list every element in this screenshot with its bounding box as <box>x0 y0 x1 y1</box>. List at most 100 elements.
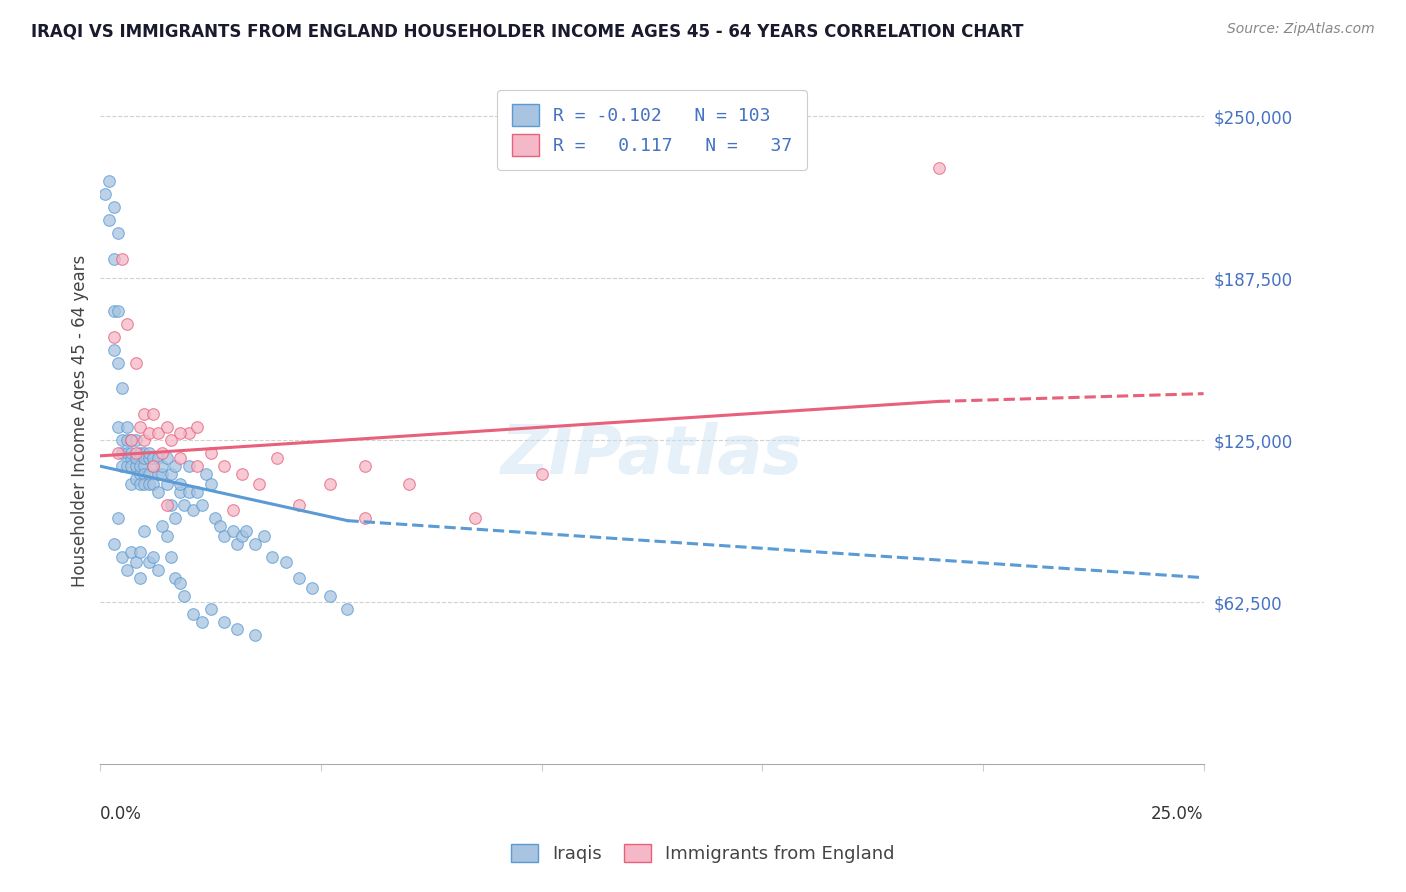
Point <box>200 477 222 491</box>
Point <box>226 623 249 637</box>
Point <box>142 549 165 564</box>
Point <box>124 555 146 569</box>
Point <box>138 451 160 466</box>
Point <box>165 511 187 525</box>
Point <box>186 485 208 500</box>
Point <box>120 459 142 474</box>
Text: Source: ZipAtlas.com: Source: ZipAtlas.com <box>1227 22 1375 37</box>
Point <box>124 459 146 474</box>
Point <box>160 549 183 564</box>
Point <box>111 446 134 460</box>
Point <box>253 529 276 543</box>
Point <box>98 174 121 188</box>
Point <box>204 511 226 525</box>
Point <box>107 446 129 460</box>
Point <box>319 477 342 491</box>
Point <box>155 529 177 543</box>
Point <box>150 446 173 460</box>
Point <box>274 555 297 569</box>
Point <box>169 477 191 491</box>
Text: IRAQI VS IMMIGRANTS FROM ENGLAND HOUSEHOLDER INCOME AGES 45 - 64 YEARS CORRELATI: IRAQI VS IMMIGRANTS FROM ENGLAND HOUSEHO… <box>31 22 1024 40</box>
Point <box>243 628 266 642</box>
Point <box>169 485 191 500</box>
Point <box>266 451 288 466</box>
Point <box>165 571 187 585</box>
Y-axis label: Householder Income Ages 45 - 64 years: Householder Income Ages 45 - 64 years <box>72 255 89 587</box>
Point <box>146 425 169 440</box>
Point <box>173 498 195 512</box>
Point <box>111 549 134 564</box>
Point <box>160 467 183 481</box>
Point <box>124 446 146 460</box>
Point <box>134 446 156 460</box>
Point <box>150 467 173 481</box>
Point <box>191 615 214 629</box>
Point <box>155 451 177 466</box>
Point <box>247 477 270 491</box>
Point <box>134 477 156 491</box>
Point <box>107 420 129 434</box>
Point <box>115 434 138 448</box>
Point <box>155 420 177 434</box>
Point <box>103 252 125 266</box>
Point <box>354 511 377 525</box>
Point <box>129 420 152 434</box>
Point <box>165 459 187 474</box>
Point <box>173 589 195 603</box>
Point <box>169 575 191 590</box>
Point <box>398 477 420 491</box>
Point <box>160 434 183 448</box>
Point <box>138 477 160 491</box>
Point <box>142 408 165 422</box>
Point <box>231 467 253 481</box>
Point <box>111 459 134 474</box>
Point <box>177 425 200 440</box>
Point <box>129 477 152 491</box>
Point <box>120 545 142 559</box>
Point <box>222 524 245 538</box>
Point <box>142 459 165 474</box>
Point <box>155 498 177 512</box>
Legend: Iraqis, Immigrants from England: Iraqis, Immigrants from England <box>502 835 904 872</box>
Point <box>107 303 129 318</box>
Point <box>288 498 311 512</box>
Point <box>138 467 160 481</box>
Point <box>243 537 266 551</box>
Point <box>124 451 146 466</box>
Point <box>226 537 249 551</box>
Point <box>146 451 169 466</box>
Point <box>142 451 165 466</box>
Point <box>120 451 142 466</box>
Point <box>134 524 156 538</box>
Point <box>134 467 156 481</box>
Point <box>107 355 129 369</box>
Point <box>169 451 191 466</box>
Point <box>103 329 125 343</box>
Point <box>134 434 156 448</box>
Point <box>129 459 152 474</box>
Point <box>928 161 950 176</box>
Legend: R = -0.102   N = 103, R =   0.117   N =   37: R = -0.102 N = 103, R = 0.117 N = 37 <box>498 90 807 170</box>
Point <box>212 529 235 543</box>
Point <box>115 420 138 434</box>
Point <box>103 200 125 214</box>
Point <box>142 459 165 474</box>
Point <box>354 459 377 474</box>
Point <box>107 511 129 525</box>
Point <box>134 459 156 474</box>
Text: ZIPatlas: ZIPatlas <box>501 422 803 488</box>
Point <box>200 601 222 615</box>
Point <box>212 615 235 629</box>
Point <box>94 187 117 202</box>
Point <box>138 446 160 460</box>
Point <box>124 355 146 369</box>
Point <box>177 459 200 474</box>
Point <box>129 446 152 460</box>
Point <box>208 518 231 533</box>
Point <box>129 545 152 559</box>
Point <box>124 472 146 486</box>
Point <box>288 571 311 585</box>
Point <box>120 434 142 448</box>
Point <box>103 537 125 551</box>
Point <box>134 451 156 466</box>
